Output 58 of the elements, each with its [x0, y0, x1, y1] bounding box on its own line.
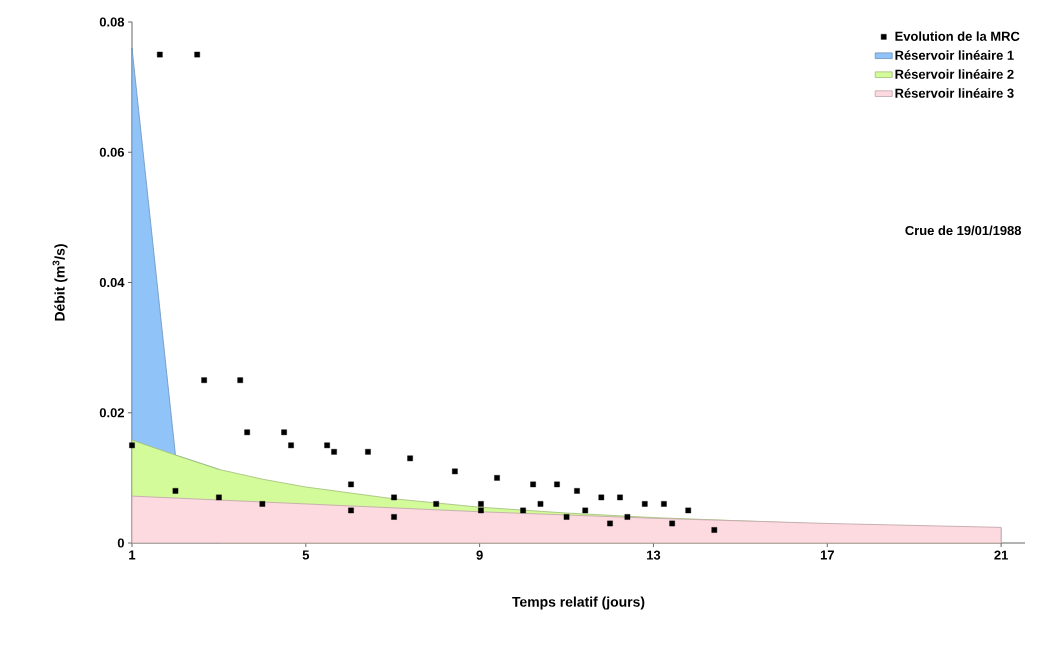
point [624, 514, 631, 520]
point [530, 481, 536, 488]
point [607, 520, 613, 527]
point [391, 494, 397, 501]
point [244, 429, 250, 436]
point [348, 481, 354, 488]
point [433, 501, 439, 507]
point [331, 449, 337, 455]
legend-label: Réservoir linéaire 3 [895, 88, 1014, 98]
y-tick-label: 0 [117, 538, 124, 548]
point [259, 501, 266, 507]
point [194, 51, 200, 58]
point [391, 514, 397, 520]
point [554, 481, 560, 488]
legend-label: Evolution de la MRC [895, 31, 1020, 41]
point [669, 520, 675, 527]
point [563, 514, 570, 520]
x-tick-label: 13 [647, 550, 661, 560]
point [348, 507, 354, 514]
annotation: Crue de 19/01/1988 [905, 225, 1022, 236]
point [574, 488, 580, 494]
point [537, 501, 544, 507]
point [288, 442, 294, 449]
y-axis-title: Débit (m$^{3}$/s) [52, 244, 68, 321]
point [452, 468, 458, 475]
point [365, 449, 371, 455]
x-tick-label: 17 [820, 550, 834, 560]
point [216, 494, 222, 501]
point [201, 377, 207, 383]
point [478, 501, 484, 507]
x-tick-label: 5 [302, 550, 310, 560]
point [157, 51, 163, 58]
point [711, 527, 718, 533]
point [598, 494, 605, 501]
x-tick-label: 1 [129, 550, 136, 560]
point [520, 507, 526, 514]
point [172, 488, 179, 494]
legend-label: Réservoir linéaire 2 [895, 69, 1014, 79]
x-tick-label: 9 [476, 550, 483, 560]
x-axis-title: Temps relatif (jours) [512, 596, 645, 610]
point [407, 455, 413, 462]
point [237, 377, 243, 383]
point [617, 494, 623, 501]
point [478, 507, 484, 514]
point [685, 507, 692, 514]
point [661, 501, 667, 507]
y-tick-label: 0.06 [99, 147, 125, 157]
y-tick-label: 0.02 [99, 408, 124, 418]
point [582, 507, 589, 514]
x-tick-label: 21 [994, 550, 1008, 560]
point [129, 442, 135, 449]
point [641, 501, 648, 507]
y-tick-label: 0.08 [99, 17, 125, 27]
legend-label: Réservoir linéaire 1 [895, 50, 1014, 60]
point [281, 429, 287, 436]
point [494, 475, 500, 481]
point [324, 442, 330, 449]
y-tick-label: 0.04 [99, 277, 125, 288]
